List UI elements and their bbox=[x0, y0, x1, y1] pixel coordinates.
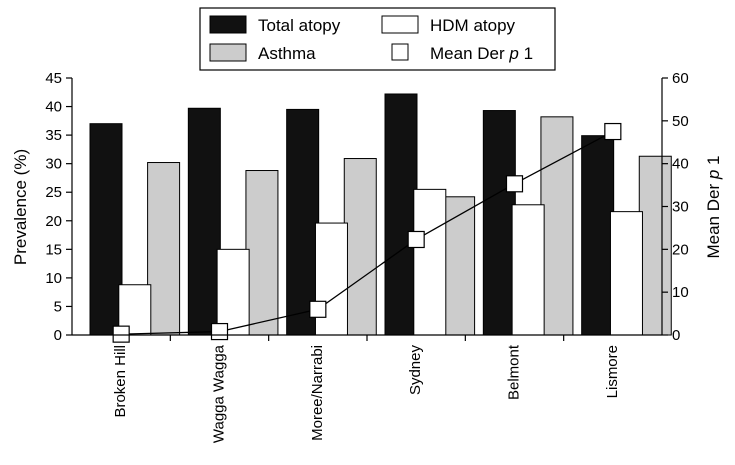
category-label: Broken Hill bbox=[112, 345, 129, 418]
bar-hdm-atopy bbox=[511, 204, 545, 336]
der-p1-marker bbox=[309, 300, 327, 318]
y-tick-label-right: 0 bbox=[672, 327, 680, 344]
der-p1-marker bbox=[210, 322, 229, 341]
y-tick-label-right: 50 bbox=[672, 113, 689, 130]
legend-swatch bbox=[381, 15, 419, 34]
y-axis-title-left: Prevalence (%) bbox=[11, 149, 30, 265]
y-tick-label-right: 30 bbox=[672, 199, 689, 216]
bars bbox=[89, 93, 672, 336]
bar-asthma bbox=[638, 155, 672, 336]
legend-swatch bbox=[391, 43, 409, 61]
category-label: Wagga Wagga bbox=[211, 344, 228, 443]
axes: 0 5 10 15 20 25 30 35 40 45 0 10 20 30 40 50 60 Broken Hi… bbox=[45, 70, 688, 443]
bar-total-atopy bbox=[482, 110, 516, 336]
der-p1-line bbox=[112, 122, 622, 343]
legend-box bbox=[199, 7, 556, 71]
category-label: Lismore bbox=[604, 345, 621, 398]
bar-hdm-atopy bbox=[609, 211, 643, 336]
bar-total-atopy bbox=[286, 108, 320, 336]
bar-hdm-atopy bbox=[314, 222, 348, 336]
y-tick-label-right: 20 bbox=[672, 241, 689, 258]
y-tick-label-right: 60 bbox=[672, 70, 689, 87]
y-tick-label-left: 45 bbox=[45, 70, 62, 87]
y-tick-label-left: 25 bbox=[45, 184, 62, 201]
y-tick-label-left: 30 bbox=[45, 156, 62, 173]
y-tick-label-right: 40 bbox=[672, 156, 689, 173]
category-label: Sydney bbox=[407, 345, 424, 396]
bar-asthma bbox=[442, 196, 476, 336]
category-label: Belmont bbox=[506, 344, 523, 400]
legend-label: Mean Der p 1 bbox=[430, 44, 533, 63]
y-tick-label-left: 35 bbox=[45, 127, 62, 144]
legend-label: Asthma bbox=[258, 44, 316, 63]
legend-swatch bbox=[209, 43, 247, 62]
y-tick-label-left: 20 bbox=[45, 213, 62, 230]
bar-hdm-atopy bbox=[216, 248, 250, 336]
bar-asthma bbox=[147, 162, 181, 336]
legend-swatch bbox=[209, 15, 247, 34]
y-tick-label-left: 40 bbox=[45, 99, 62, 116]
der-p1-marker bbox=[112, 325, 130, 343]
bar-asthma bbox=[540, 116, 574, 336]
y-tick-label-left: 15 bbox=[45, 241, 62, 258]
der-p1-marker bbox=[505, 175, 524, 193]
category-label: Moree/Narrabi bbox=[309, 345, 326, 441]
bar-total-atopy bbox=[89, 123, 123, 336]
y-axis-title-right: Mean Der p 1 bbox=[704, 155, 723, 258]
y-tick-label-right: 10 bbox=[672, 284, 689, 301]
der-p1-marker bbox=[407, 230, 425, 249]
der-p1-marker bbox=[604, 122, 622, 141]
bar-total-atopy bbox=[187, 107, 221, 336]
der-p1-polyline bbox=[121, 130, 614, 335]
bar-asthma bbox=[245, 170, 279, 336]
legend: Total atopy HDM atopy Asthma Mean Der p 1 bbox=[199, 7, 556, 71]
y-tick-label-left: 0 bbox=[54, 327, 62, 344]
legend-label: Total atopy bbox=[258, 16, 341, 35]
bar-total-atopy bbox=[581, 135, 615, 336]
bar-total-atopy bbox=[384, 93, 418, 336]
legend-label: HDM atopy bbox=[430, 16, 516, 35]
y-tick-label-left: 10 bbox=[45, 270, 62, 287]
bar-asthma bbox=[343, 158, 377, 336]
y-tick-label-left: 5 bbox=[54, 298, 62, 315]
bar-hdm-atopy bbox=[413, 188, 447, 336]
